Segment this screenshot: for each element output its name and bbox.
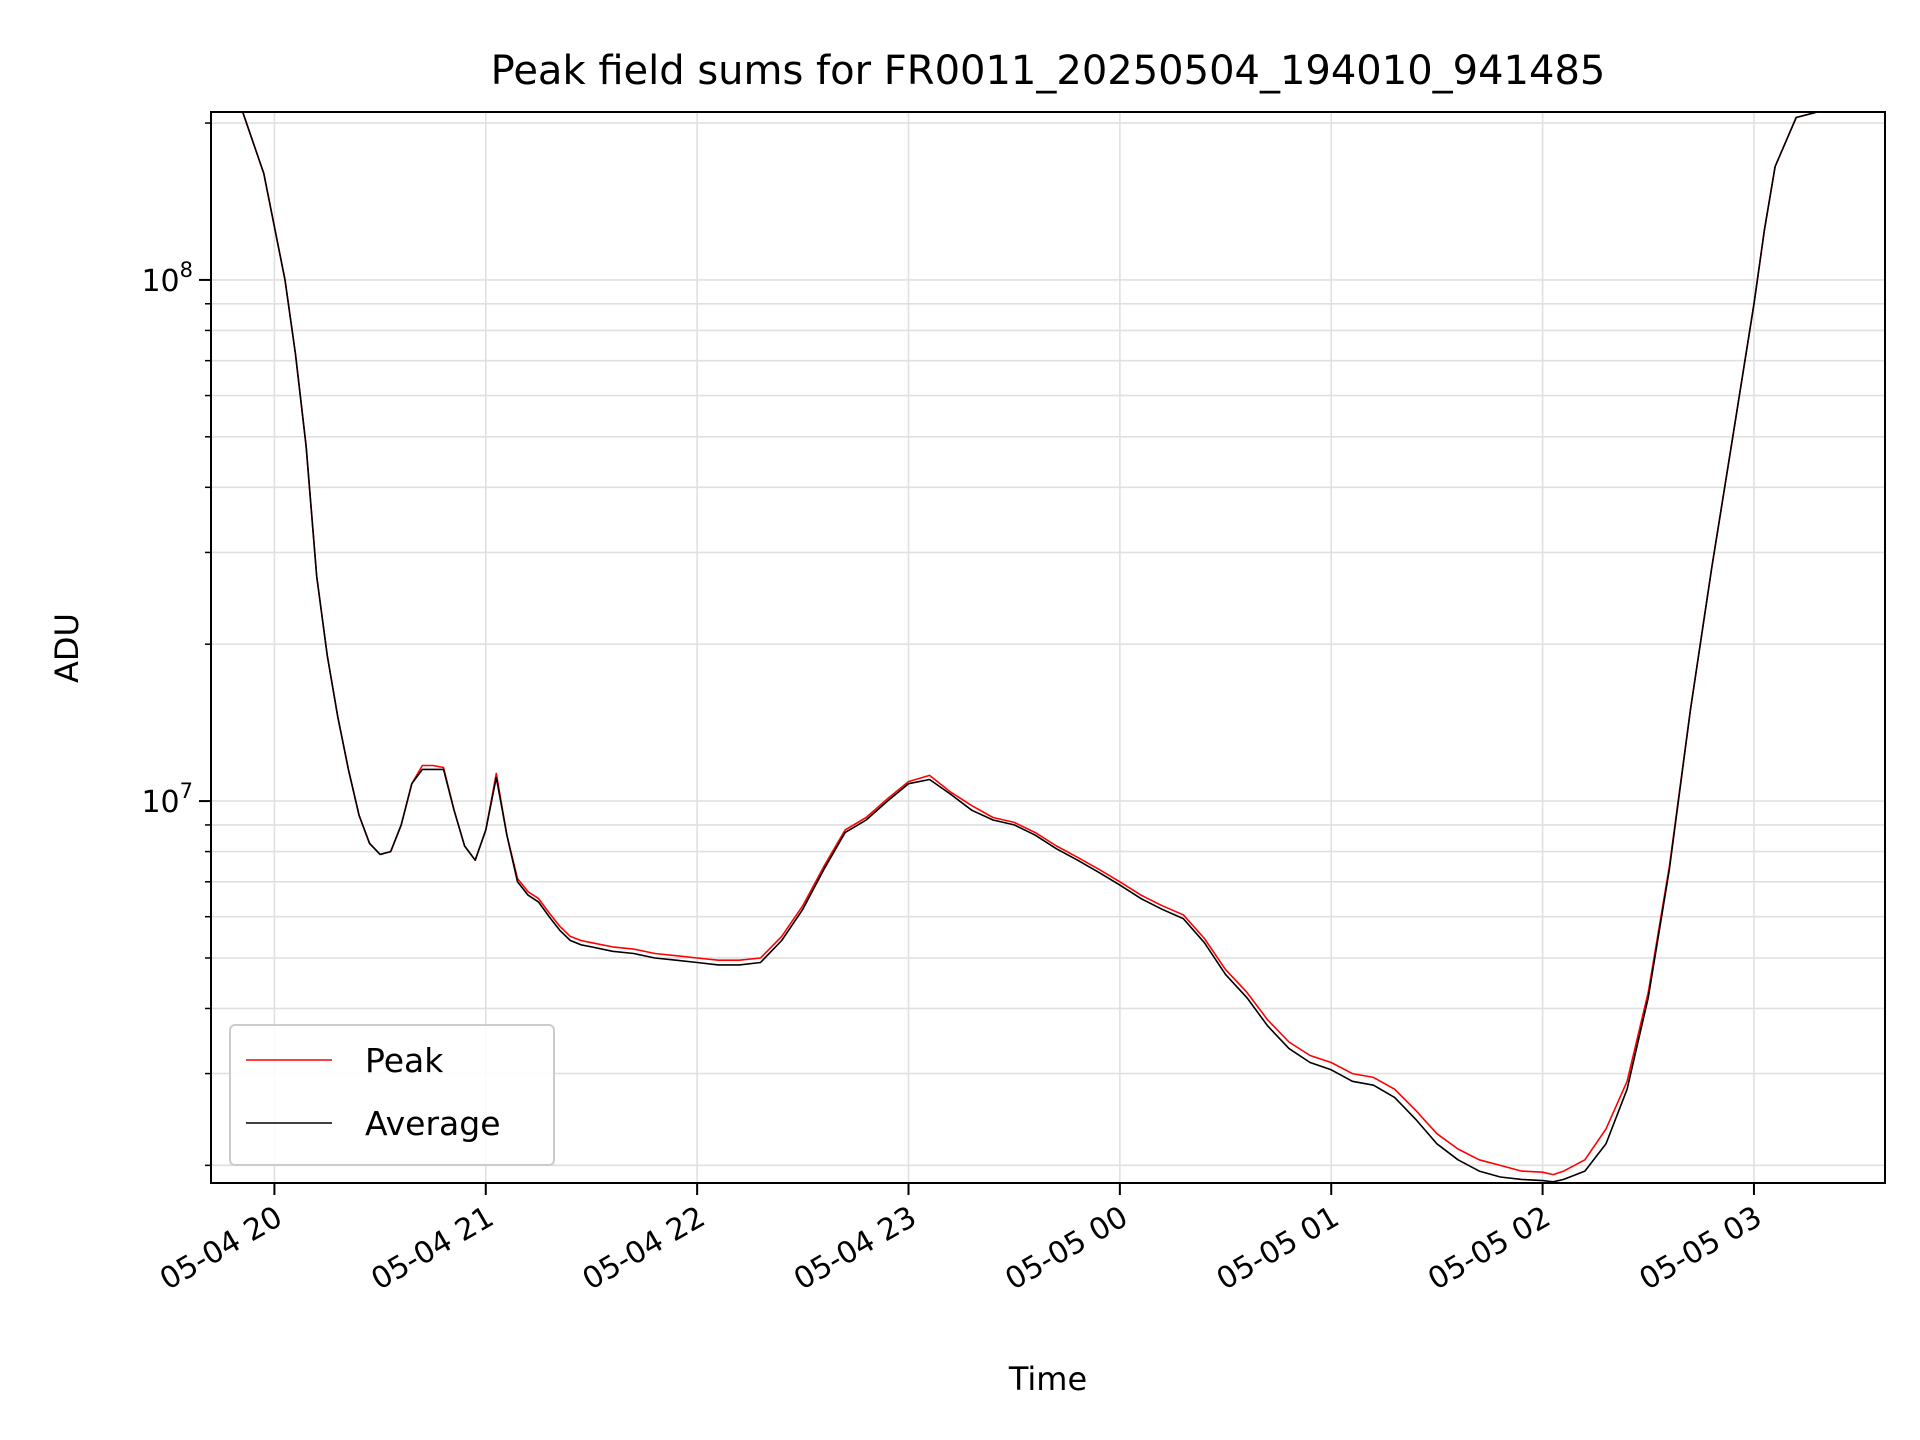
x-axis: 05-04 20 05-04 21 05-04 22 05-04 23 05-05 00… [154,1183,1768,1297]
x-tick-label: 05-05 01 [1211,1200,1345,1298]
plot-frame [210,111,1886,1184]
series-line-peak [241,112,1839,1176]
y-tick-label: 108 [141,258,193,299]
series-line-average [241,112,1839,1183]
legend-label-peak: Peak [365,1041,444,1080]
y-tick-label-base: 10 [141,785,179,820]
x-tick-label: 05-05 02 [1422,1200,1556,1298]
series-layer [241,112,1839,1183]
x-tick-label: 05-05 00 [1000,1200,1134,1298]
y-tick-label-exponent: 8 [180,258,193,282]
legend-label-average: Average [365,1104,501,1143]
legend: Peak Average [229,1024,555,1166]
x-tick-label: 05-04 22 [577,1200,711,1298]
x-tick-label: 05-04 21 [365,1200,499,1298]
chart-title: Peak field sums for FR0011_20250504_1940… [491,48,1606,94]
x-tick-label: 05-05 03 [1634,1200,1768,1298]
x-tick-label: 05-04 23 [788,1200,922,1298]
x-tick-label: 05-04 20 [154,1200,288,1298]
y-tick-label: 107 [141,779,193,820]
y-tick-label-exponent: 7 [180,779,193,803]
y-axis-label: ADU [48,613,86,683]
x-axis-label: Time [1008,1360,1087,1398]
y-tick-label-base: 10 [141,264,179,299]
grid [211,112,1885,1183]
